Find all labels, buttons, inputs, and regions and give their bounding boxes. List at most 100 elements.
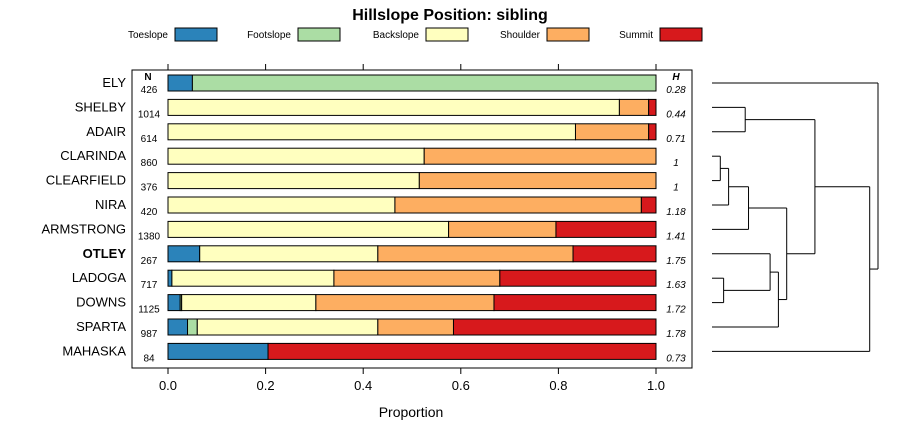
row-mahaska: MAHASKA 84 0.73 xyxy=(62,342,686,364)
n-value: 267 xyxy=(141,256,158,267)
x-tick-label: 0.8 xyxy=(549,378,567,393)
bar-segment-toeslope xyxy=(167,269,173,287)
bar-segment-summit xyxy=(499,269,657,287)
row-clearfield: CLEARFIELD 376 1 xyxy=(46,172,679,194)
x-tick-label: 0.4 xyxy=(354,378,372,393)
bar-segment-shoulder xyxy=(448,220,557,238)
n-value: 1014 xyxy=(138,109,161,120)
h-value: 1.75 xyxy=(666,256,686,267)
legend-label-summit: Summit xyxy=(619,30,653,41)
bar-segment-toeslope xyxy=(167,342,269,360)
bar-segment-summit xyxy=(267,342,657,360)
bar-segment-summit xyxy=(648,123,657,141)
bar-segment-backslope xyxy=(167,147,425,165)
bar-segment-shoulder xyxy=(394,196,642,214)
legend-label-backslope: Backslope xyxy=(373,30,420,41)
legend-swatch-backslope xyxy=(425,27,469,42)
h-value: 0.28 xyxy=(666,85,686,96)
bar-segment-toeslope xyxy=(167,318,189,336)
n-value: 987 xyxy=(141,329,158,340)
n-value: 1125 xyxy=(138,305,160,316)
row-label: SHELBY xyxy=(75,99,127,114)
bar-segment-summit xyxy=(572,245,657,263)
row-sparta: SPARTA 987 1.78 xyxy=(76,318,686,340)
n-value: 426 xyxy=(141,85,158,96)
bar-segment-backslope xyxy=(167,220,450,238)
plot-frame xyxy=(131,69,693,369)
bar-segment-summit xyxy=(555,220,657,238)
bar-segment-backslope xyxy=(181,294,317,312)
bar-segment-toeslope xyxy=(167,294,181,312)
bar-segment-summit xyxy=(648,98,657,116)
row-label: ADAIR xyxy=(86,124,126,139)
n-value: 376 xyxy=(141,183,158,194)
plot-area: 0.0 0.2 0.4 0.6 0.8 1.0 N H ELY 426 0.28 SHELBY 1014… xyxy=(42,64,693,393)
x-tick-label: 0.0 xyxy=(159,378,177,393)
row-label: NIRA xyxy=(95,197,126,212)
bar-segment-backslope xyxy=(171,269,335,287)
h-value: 1.78 xyxy=(666,329,686,340)
h-value: 1.18 xyxy=(666,207,686,218)
bar-segment-footslope xyxy=(187,318,198,336)
bar-segment-shoulder xyxy=(315,294,495,312)
n-column-header: N xyxy=(144,72,151,83)
row-label: ELY xyxy=(102,75,126,90)
legend-label-toeslope: Toeslope xyxy=(128,30,168,41)
row-adair: ADAIR 614 0.71 xyxy=(86,123,686,145)
row-shelby: SHELBY 1014 0.44 xyxy=(75,98,686,120)
legend-swatch-footslope xyxy=(297,27,341,42)
bar-segment-summit xyxy=(640,196,657,214)
n-value: 84 xyxy=(143,353,155,364)
h-value: 1 xyxy=(673,158,679,169)
bar-segment-backslope xyxy=(167,123,576,141)
h-value: 1.63 xyxy=(666,280,686,291)
bar-segment-summit xyxy=(452,318,657,336)
x-tick-label: 0.6 xyxy=(452,378,470,393)
bar-segment-toeslope xyxy=(167,245,201,263)
x-axis-title: Proportion xyxy=(379,404,444,420)
n-value: 717 xyxy=(141,280,158,291)
chart-title: Hillslope Position: sibling xyxy=(352,7,548,24)
row-otley: OTLEY 267 1.75 xyxy=(83,245,686,267)
bar-segment-summit xyxy=(493,294,657,312)
legend: Toeslope Footslope Backslope Shoulder Summit xyxy=(128,27,703,42)
h-value: 1.72 xyxy=(666,305,686,316)
bar-segment-shoulder xyxy=(333,269,501,287)
bar-segment-shoulder xyxy=(418,172,657,190)
row-armstrong: ARMSTRONG 1380 1.41 xyxy=(42,220,686,242)
bar-segment-footslope xyxy=(191,74,657,92)
bar-segment-backslope xyxy=(167,172,420,190)
x-tick-label: 0.2 xyxy=(257,378,275,393)
row-label: SPARTA xyxy=(76,319,126,334)
legend-label-footslope: Footslope xyxy=(247,30,291,41)
h-value: 0.73 xyxy=(666,353,686,364)
row-nira: NIRA 420 1.18 xyxy=(95,196,686,218)
legend-swatch-toeslope xyxy=(174,27,218,42)
h-value: 1.41 xyxy=(666,231,685,242)
bar-segment-shoulder xyxy=(377,318,454,336)
row-ely: ELY 426 0.28 xyxy=(102,74,686,96)
row-label: CLEARFIELD xyxy=(46,173,126,188)
bar-segment-shoulder xyxy=(423,147,657,165)
bar-segment-toeslope xyxy=(167,74,193,92)
h-value: 1 xyxy=(673,183,679,194)
h-value: 0.71 xyxy=(666,134,685,145)
row-label: LADOGA xyxy=(72,270,127,285)
n-value: 860 xyxy=(141,158,158,169)
legend-swatch-shoulder xyxy=(546,27,590,42)
bar-segment-shoulder xyxy=(618,98,650,116)
row-downs: DOWNS 1125 1.72 xyxy=(76,294,686,316)
bar-segment-shoulder xyxy=(574,123,650,141)
row-label: OTLEY xyxy=(83,246,127,261)
h-column-header: H xyxy=(672,72,680,83)
bar-segment-backslope xyxy=(167,98,620,116)
row-clarinda: CLARINDA 860 1 xyxy=(60,147,679,169)
legend-label-shoulder: Shoulder xyxy=(500,30,541,41)
bar-segment-shoulder xyxy=(377,245,574,263)
bar-segment-backslope xyxy=(167,196,396,214)
row-label: CLARINDA xyxy=(60,148,126,163)
row-label: ARMSTRONG xyxy=(42,221,127,236)
n-value: 420 xyxy=(141,207,158,218)
row-ladoga: LADOGA 717 1.63 xyxy=(72,269,686,291)
